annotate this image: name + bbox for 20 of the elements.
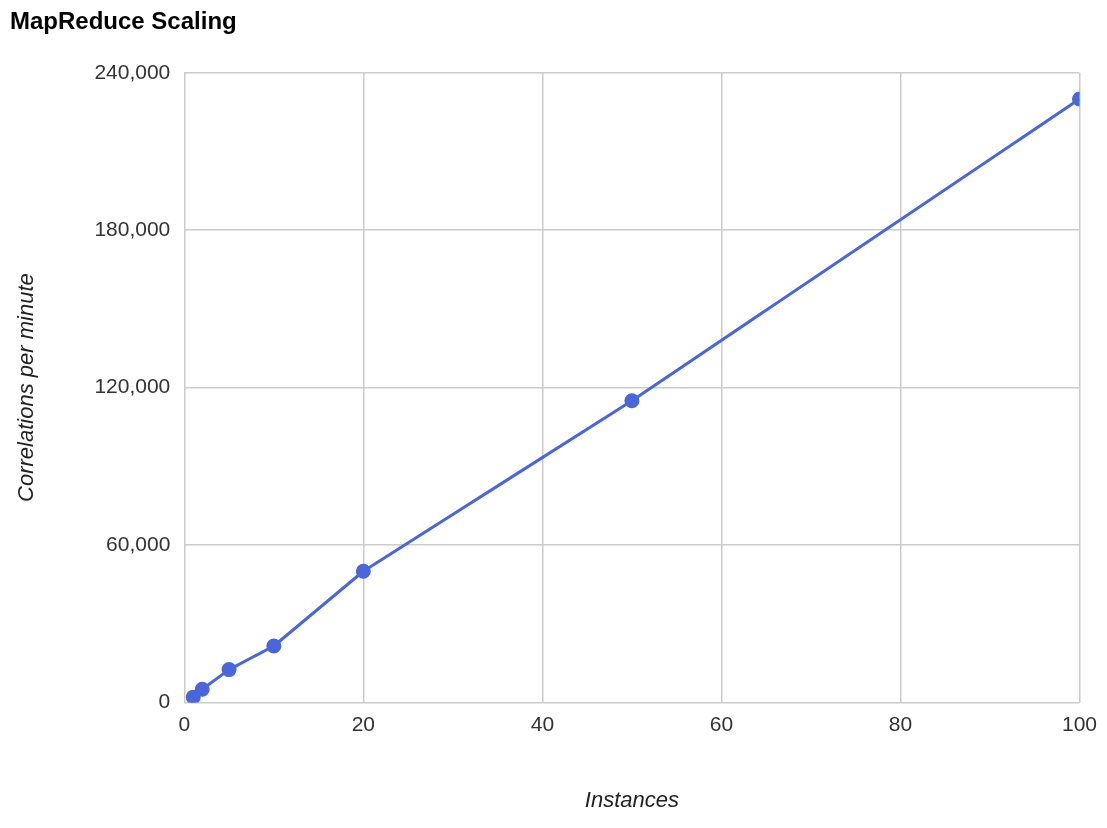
y-axis-title: Correlations per minute — [13, 273, 39, 502]
x-tick-label: 0 — [178, 711, 191, 735]
y-tick-label: 120,000 — [94, 374, 171, 398]
x-tick-label: 40 — [530, 711, 555, 735]
x-tick-label: 60 — [709, 711, 734, 735]
point — [221, 662, 237, 678]
point — [624, 393, 640, 409]
point — [355, 563, 371, 579]
chart-title: MapReduce Scaling — [10, 7, 237, 35]
y-tick-label: 240,000 — [94, 59, 171, 83]
point — [194, 681, 210, 697]
point — [185, 689, 201, 703]
x-axis-title: Instances — [584, 786, 679, 812]
x-tick-label: 80 — [888, 711, 913, 735]
y-tick-label: 60,000 — [106, 531, 171, 555]
point — [266, 638, 282, 654]
y-tick-label: 0 — [158, 689, 171, 713]
x-tick-label: 20 — [351, 711, 376, 735]
y-tick-label: 180,000 — [94, 217, 171, 240]
x-tick-label: 100 — [1061, 711, 1097, 735]
